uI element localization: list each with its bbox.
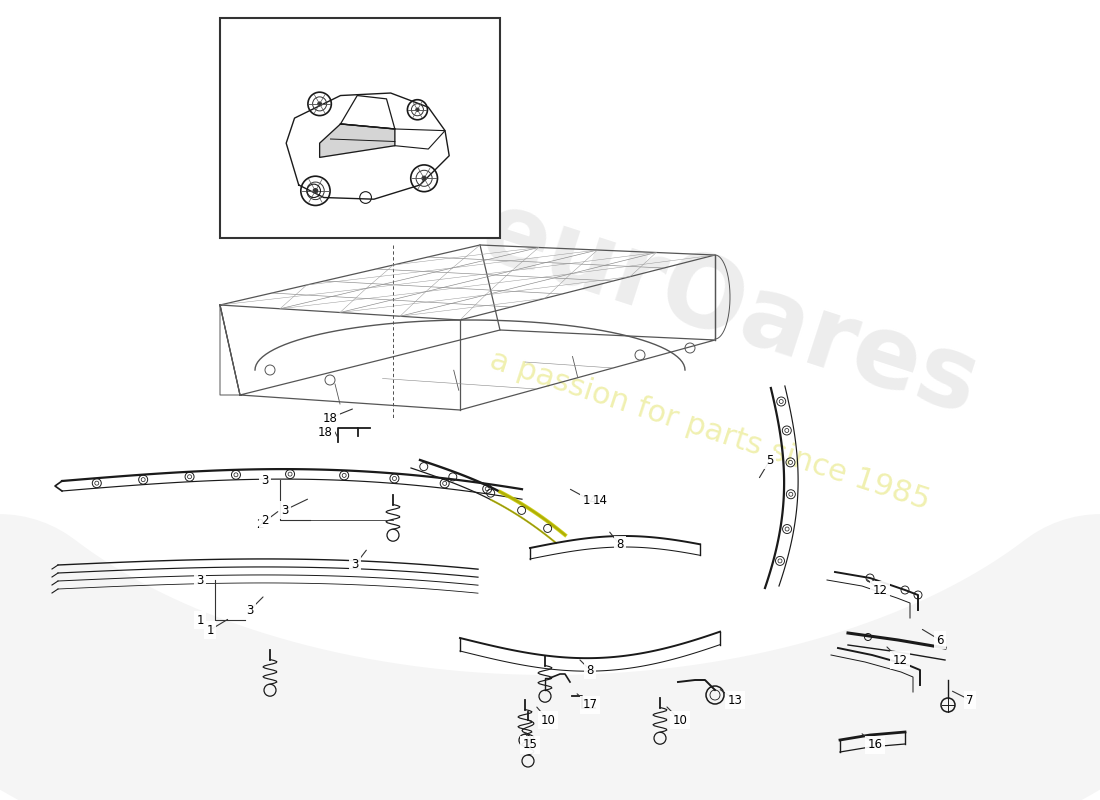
Text: 16: 16	[868, 738, 882, 751]
Text: 2: 2	[256, 518, 264, 531]
Text: 12: 12	[892, 654, 907, 666]
Text: 14: 14	[593, 494, 607, 506]
Polygon shape	[320, 124, 395, 158]
Text: 18: 18	[322, 411, 338, 425]
Text: 13: 13	[727, 694, 742, 706]
Circle shape	[314, 189, 318, 193]
Text: 10: 10	[540, 714, 556, 726]
Text: 5: 5	[767, 454, 773, 466]
Text: a passion for parts since 1985: a passion for parts since 1985	[486, 345, 934, 515]
Text: eurOares: eurOares	[469, 184, 991, 436]
Text: 2: 2	[262, 514, 268, 526]
Text: 12: 12	[872, 583, 888, 597]
Text: 18: 18	[318, 426, 332, 438]
Circle shape	[318, 102, 321, 106]
Bar	[220, 18, 500, 238]
Circle shape	[416, 108, 419, 111]
Text: 17: 17	[583, 698, 597, 711]
Text: 3: 3	[282, 503, 288, 517]
Text: 8: 8	[616, 538, 624, 551]
Text: 8: 8	[586, 663, 594, 677]
Text: 10: 10	[672, 714, 688, 726]
Text: 3: 3	[351, 558, 359, 571]
Text: 15: 15	[522, 738, 538, 751]
Text: 3: 3	[262, 474, 268, 486]
Text: 3: 3	[196, 574, 204, 586]
Text: 3: 3	[246, 603, 254, 617]
Text: 14: 14	[583, 494, 597, 506]
Text: 6: 6	[936, 634, 944, 646]
Text: 1: 1	[196, 614, 204, 626]
Circle shape	[422, 176, 426, 180]
Text: 7: 7	[966, 694, 974, 706]
Text: 1: 1	[207, 623, 213, 637]
